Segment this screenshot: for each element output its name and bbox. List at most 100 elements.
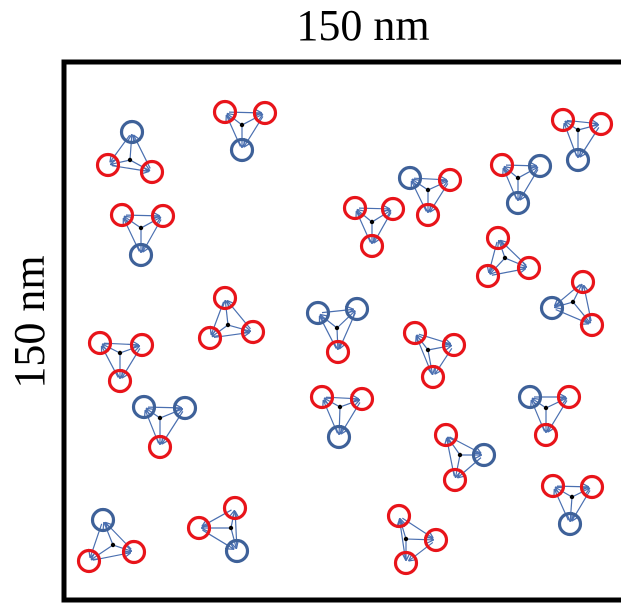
blue-circle [224, 538, 250, 564]
spoke [229, 324, 250, 332]
centre-dot [157, 415, 163, 421]
red-circle [129, 332, 155, 358]
triad [402, 320, 467, 390]
spoke [121, 346, 139, 353]
red-circle [197, 325, 223, 351]
spoke [243, 114, 263, 125]
triad [95, 119, 165, 185]
spoke [337, 329, 338, 349]
red-circle [240, 319, 266, 345]
blue-circle [539, 295, 565, 321]
spoke [429, 181, 447, 190]
spoke [104, 523, 113, 544]
spoke [490, 259, 505, 273]
red-circle [325, 339, 351, 365]
triad [475, 225, 542, 289]
blue-circle [565, 147, 591, 173]
centre-dot [369, 219, 375, 225]
red-circle [485, 225, 511, 251]
spoke [400, 519, 406, 538]
blue-circle [517, 384, 543, 410]
triad [342, 195, 406, 259]
spoke [547, 398, 566, 408]
spoke [142, 217, 161, 228]
red-circle [212, 99, 238, 125]
blue-circle [471, 442, 497, 468]
red-circle [222, 495, 248, 521]
spoke [456, 456, 460, 477]
centre-dot [127, 157, 133, 163]
spoke [407, 539, 433, 540]
side-label: 150 nm [5, 255, 54, 388]
spoke [570, 498, 572, 521]
blue-circle [505, 190, 531, 216]
red-circle [186, 515, 212, 541]
spoke [573, 303, 590, 323]
red-circle [533, 422, 559, 448]
triads [76, 99, 614, 576]
red-circle [402, 320, 428, 346]
spoke [428, 351, 432, 374]
red-circle [386, 503, 412, 529]
triad [76, 507, 147, 574]
centre-dot [334, 325, 340, 331]
triad [186, 495, 250, 564]
centre-dot [225, 322, 231, 328]
red-circle [415, 202, 441, 228]
spoke [429, 346, 451, 350]
red-circle [139, 159, 165, 185]
blue-circle [128, 242, 154, 268]
centre-dot [337, 404, 343, 410]
red-circle [212, 285, 238, 311]
red-circle [550, 107, 576, 133]
red-circle [420, 364, 446, 390]
triad [197, 285, 266, 351]
spoke [519, 167, 538, 178]
red-circle [516, 255, 542, 281]
triad [550, 107, 614, 173]
blue-circle [326, 424, 352, 450]
triad [433, 422, 497, 493]
edge [435, 348, 453, 373]
centre-dot [239, 122, 245, 128]
triad [517, 384, 582, 448]
red-circle [147, 434, 173, 460]
triad [131, 394, 198, 460]
centre-dot [570, 299, 576, 305]
blue-circle [131, 394, 157, 420]
spoke [320, 315, 336, 328]
spoke [448, 437, 460, 454]
red-circle [349, 386, 375, 412]
red-circle [540, 473, 566, 499]
red-circle [475, 263, 501, 289]
red-circle [442, 467, 468, 493]
red-circle [556, 384, 582, 410]
centre-dot [502, 255, 508, 261]
centre-dot [515, 175, 521, 181]
red-circle [393, 550, 419, 576]
red-circle [489, 152, 515, 178]
red-circle [87, 330, 113, 356]
edge [505, 165, 536, 166]
triad [386, 503, 449, 576]
red-circle [433, 422, 459, 448]
edge [458, 457, 482, 478]
red-circle [380, 196, 406, 222]
blue-circle [119, 119, 145, 145]
spoke [232, 529, 237, 548]
triad [489, 152, 553, 216]
spoke [338, 311, 354, 328]
triad [539, 269, 605, 338]
centre-dot [569, 494, 575, 500]
spoke [130, 135, 132, 159]
triad [305, 296, 370, 365]
centre-dot [425, 187, 431, 193]
centre-dot [457, 452, 463, 458]
centre-dot [110, 542, 116, 548]
spoke [373, 211, 391, 222]
red-circle [342, 195, 368, 221]
edge [228, 112, 261, 113]
centre-dot [543, 405, 549, 411]
centre-dot [403, 536, 409, 542]
spoke [131, 160, 150, 171]
